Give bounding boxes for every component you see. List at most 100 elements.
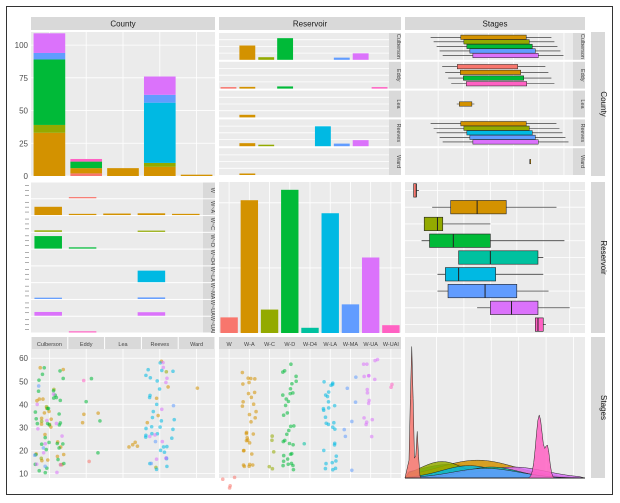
stage-strip-label-ward: Ward bbox=[579, 155, 585, 168]
pt-res-w-d-27 bbox=[289, 451, 294, 456]
pt-res-w-la-20 bbox=[326, 406, 331, 410]
strip-right-county bbox=[591, 32, 605, 176]
pt-county-culberson-w-d-3 bbox=[42, 365, 47, 370]
pt-res-w-d-19 bbox=[281, 453, 286, 458]
sub-strip-label-culberson: Culberson bbox=[395, 34, 401, 59]
sub-strip-lea bbox=[389, 90, 401, 118]
pt-county-culberson-w-d-28 bbox=[57, 446, 61, 450]
pt-county-reeves-w-ua-6 bbox=[153, 433, 157, 437]
box-lea-w-a bbox=[459, 101, 473, 107]
res-strip-label-w-uai: W~UAI bbox=[209, 316, 215, 334]
bar-res-reeves-w-a bbox=[239, 143, 256, 147]
pt-res-w-d-30 bbox=[283, 403, 288, 408]
strip-top-stages bbox=[405, 17, 585, 30]
pt-county-culberson-w-d-13 bbox=[33, 410, 38, 414]
pt-res-w-ma-6 bbox=[353, 400, 358, 404]
pt-county-reeves-w-a-3 bbox=[166, 385, 170, 389]
pt-res-w-d-2 bbox=[294, 374, 298, 379]
bar-res-reeves-w-ua bbox=[352, 140, 369, 147]
bar-cr-w-ua-reeves bbox=[137, 312, 166, 316]
pt-res-w-ua-15 bbox=[372, 377, 377, 382]
pt-county-lea-w-a-2 bbox=[135, 444, 140, 448]
jitter-res-strip bbox=[219, 337, 401, 349]
pt-county-reeves-w-la-22 bbox=[144, 426, 148, 431]
pt-res-w-c-4 bbox=[270, 466, 275, 471]
pt-county-culberson-w-a-17 bbox=[39, 422, 44, 426]
pt-res-w-a-19 bbox=[249, 376, 253, 381]
pt-res-w-d-16 bbox=[284, 397, 289, 401]
pt-county-culberson-w-d-11 bbox=[58, 369, 62, 373]
pt-county-culberson-w-a-7 bbox=[39, 416, 44, 421]
pt-res-w-a-24 bbox=[242, 448, 246, 453]
stage-strip-reeves bbox=[573, 119, 585, 147]
pt-county-culberson-w-c-3 bbox=[39, 456, 44, 461]
pt-res-w-ua-13 bbox=[364, 422, 368, 427]
pt-county-culberson-w-d-23 bbox=[56, 457, 60, 462]
pt-res-w-ua-6 bbox=[365, 362, 369, 366]
stage-strip-label-lea: Lea bbox=[579, 99, 585, 109]
pt-res-w-ua-1 bbox=[370, 417, 375, 422]
jitter-res-label-0: W bbox=[227, 342, 233, 348]
pt-res-w-la-4 bbox=[332, 441, 337, 446]
stages-by-county-ward bbox=[405, 148, 573, 175]
sub-strip-label-reeves: Reeves bbox=[395, 123, 401, 142]
county-ytick-0: 0 bbox=[24, 172, 29, 181]
pt-res-w-d-22 bbox=[285, 411, 290, 415]
county-by-res-w bbox=[31, 182, 203, 199]
pt-county-reeves-w-ua-4 bbox=[164, 456, 168, 461]
pt-county-eddy-w-0 bbox=[87, 459, 91, 464]
pt-res-w-la-17 bbox=[334, 459, 338, 463]
pt-county-reeves-w-la-18 bbox=[165, 464, 169, 469]
pt-res-w-la-9 bbox=[325, 394, 330, 399]
pt-county-culberson-w-d-31 bbox=[57, 412, 61, 416]
pt-res-w-c-1 bbox=[270, 438, 274, 443]
pt-county-reeves-w-la-20 bbox=[146, 367, 150, 372]
bar-count-w-ma bbox=[341, 304, 360, 333]
bar-reeves-w-a bbox=[143, 166, 176, 176]
pt-res-w-ua-12 bbox=[367, 398, 371, 403]
pt-county-reeves-w-la-3 bbox=[158, 448, 163, 453]
pt-county-reeves-w-c-0 bbox=[164, 369, 169, 374]
jitter-res-label-8: W-UAI bbox=[383, 342, 400, 348]
jitter-strip-label-reeves: Reeves bbox=[150, 342, 169, 348]
pt-res-w-d4-0 bbox=[302, 441, 307, 446]
box-res-w-d bbox=[429, 233, 491, 248]
density-w-uai bbox=[405, 413, 585, 479]
bar-cr-w-eddy bbox=[68, 197, 97, 199]
pt-county-reeves-w-a-2 bbox=[154, 396, 159, 401]
pt-res-w-a-25 bbox=[246, 391, 251, 396]
pt-county-eddy-w-d-1 bbox=[84, 399, 88, 404]
pt-res-w-d-29 bbox=[291, 463, 295, 468]
bar-cr-w-uai-eddy bbox=[68, 331, 97, 333]
pt-county-reeves-w-la-25 bbox=[151, 409, 156, 414]
pt-county-reeves-w-ua-3 bbox=[160, 439, 165, 444]
bar-eddy-w-a bbox=[70, 168, 103, 174]
bar-res-eddy-w bbox=[220, 87, 237, 89]
bar-cr-w-ma-culberson bbox=[34, 297, 62, 299]
bar-cr-w-c-reeves bbox=[137, 230, 166, 232]
pt-county-culberson-w-a-15 bbox=[41, 397, 45, 401]
res-strip-w-ma bbox=[203, 283, 215, 299]
res-strip-label-w: W bbox=[209, 188, 215, 194]
box-reeves-w-la bbox=[466, 130, 533, 136]
box-culberson-w-ua bbox=[472, 53, 539, 58]
pt-county-culberson-w-d-12 bbox=[51, 388, 56, 393]
bar-res-culberson-w-c bbox=[258, 57, 275, 60]
pt-county-culberson-w-d-7 bbox=[39, 442, 44, 446]
pt-res-w-ua-5 bbox=[366, 401, 371, 406]
pt-res-w-uai-0 bbox=[390, 382, 394, 387]
pt-res-w-la-21 bbox=[324, 461, 328, 466]
pt-county-reeves-w-la-29 bbox=[171, 369, 175, 374]
stage-ytick-20: 20 bbox=[19, 446, 28, 455]
pt-res-w-ma-5 bbox=[342, 427, 347, 432]
bar-res-culberson-w-ma bbox=[333, 57, 350, 60]
pt-res-w-d-20 bbox=[288, 386, 293, 391]
pt-county-culberson-w-ua-9 bbox=[34, 462, 39, 467]
bar-res-eddy-w-uai bbox=[371, 87, 388, 89]
pt-county-culberson-w-ma-3 bbox=[32, 453, 37, 457]
jitter-strip-label-eddy: Eddy bbox=[80, 342, 93, 348]
pt-res-w-c-2 bbox=[267, 464, 272, 469]
jitter-strip-ward bbox=[178, 337, 215, 349]
pt-res-w-c-0 bbox=[270, 434, 275, 438]
